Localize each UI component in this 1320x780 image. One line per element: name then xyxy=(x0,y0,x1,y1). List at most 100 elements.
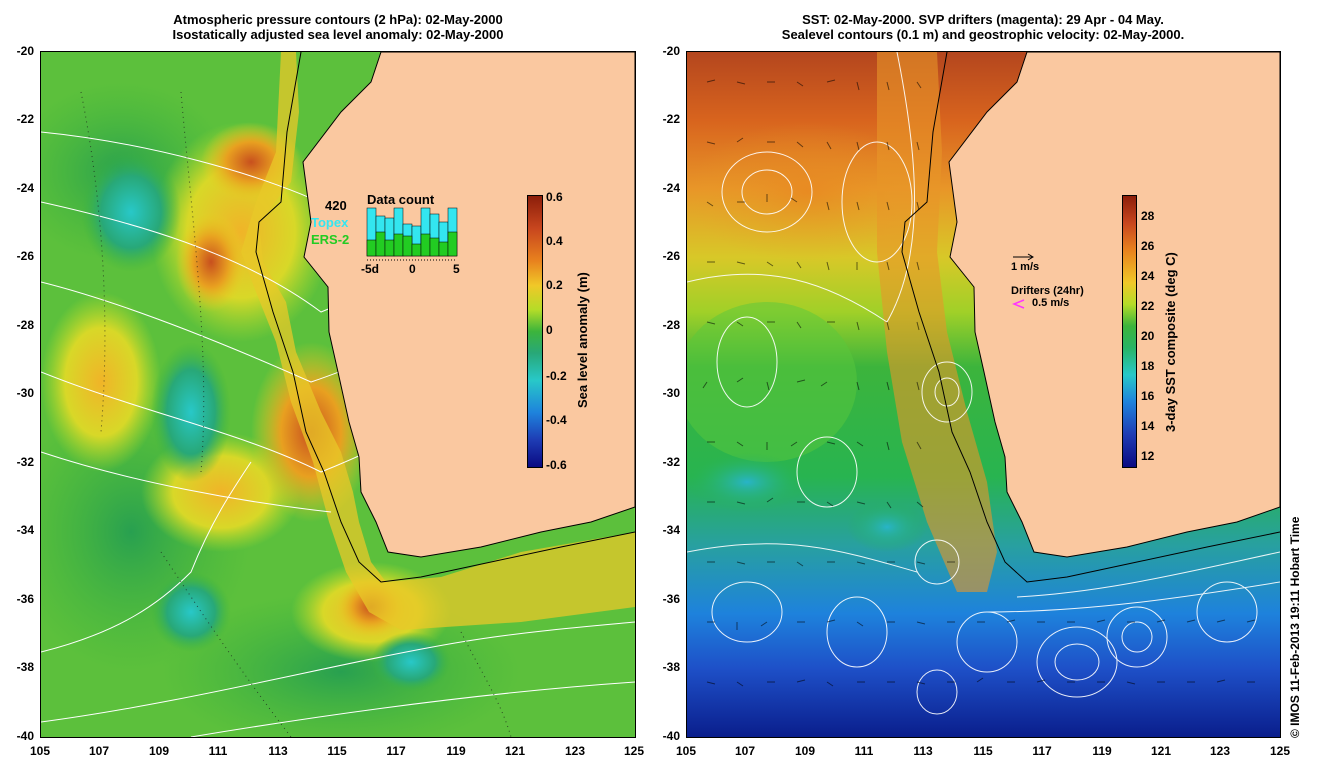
drifter-scale-label: 0.5 m/s xyxy=(1032,297,1070,309)
left-lat-tick: -34 xyxy=(16,523,34,537)
coastal-warm-band xyxy=(241,52,635,630)
right-lon-tick: 115 xyxy=(973,744,993,758)
right-title: SST: 02-May-2000. SVP drifters (magenta)… xyxy=(686,12,1280,42)
left-lon-tick: 109 xyxy=(148,744,170,758)
australia-land xyxy=(302,52,635,558)
left-lat-tick: -24 xyxy=(16,181,34,195)
right-lon-tick: 125 xyxy=(1269,744,1291,758)
left-lon-tick: 125 xyxy=(623,744,645,758)
right-cb-tick-2: 24 xyxy=(1141,269,1155,283)
shelf-contour xyxy=(901,52,1280,583)
blob xyxy=(151,572,231,652)
imos-credit: © IMOS 11-Feb-2013 19:11 Hobart Time xyxy=(1288,516,1302,738)
left-lat-tick: -40 xyxy=(16,729,34,743)
left-lon-tick: 105 xyxy=(29,744,51,758)
right-lat-tick: -40 xyxy=(662,729,680,743)
right-cb-tick-6: 16 xyxy=(1141,389,1155,403)
left-lat-tick: -32 xyxy=(16,455,34,469)
right-lat-tick: -26 xyxy=(662,249,680,263)
left-cb-tick-6: -0.6 xyxy=(546,458,567,472)
left-cb-tick-2: 0.2 xyxy=(546,278,563,292)
velocity-scale-arrowhead xyxy=(1027,253,1034,261)
right-cb-tick-1: 26 xyxy=(1141,239,1155,253)
left-lon-tick: 113 xyxy=(268,744,288,758)
right-lat-tick: -32 xyxy=(662,455,680,469)
blob xyxy=(371,632,451,692)
inset-count: 420 xyxy=(325,198,347,213)
dotted-contours xyxy=(80,91,512,737)
right-lat-tick: -24 xyxy=(662,181,680,195)
right-cb-tick-4: 20 xyxy=(1141,329,1155,343)
left-lat-tick: -38 xyxy=(16,660,34,674)
left-lon-tick: 117 xyxy=(386,744,406,758)
right-title-line1: SST: 02-May-2000. SVP drifters (magenta)… xyxy=(802,12,1164,27)
right-colorbar-label: 3-day SST composite (deg C) xyxy=(1163,252,1178,432)
blob xyxy=(151,342,231,482)
inset-tick-start: -5d xyxy=(361,262,379,276)
drifter-scale-arrow xyxy=(1011,299,1025,309)
right-lat-tick: -36 xyxy=(662,592,680,606)
right-lat-tick: -34 xyxy=(662,523,680,537)
right-lon-tick: 107 xyxy=(734,744,756,758)
right-lon-tick: 109 xyxy=(794,744,816,758)
right-lon-tick: 117 xyxy=(1032,744,1052,758)
right-lon-tick: 113 xyxy=(913,744,933,758)
inset-heading: Data count xyxy=(367,192,435,207)
right-colorbar xyxy=(1122,195,1137,468)
right-lat-tick: -28 xyxy=(662,318,680,332)
blob xyxy=(41,292,161,472)
left-lon-tick: 115 xyxy=(327,744,347,758)
left-title: Atmospheric pressure contours (2 hPa): 0… xyxy=(40,12,636,42)
right-cb-tick-8: 12 xyxy=(1141,449,1155,463)
left-map-svg xyxy=(41,52,635,737)
left-lat-tick: -36 xyxy=(16,592,34,606)
right-cb-tick-7: 14 xyxy=(1141,419,1155,433)
left-lon-tick: 111 xyxy=(208,744,228,758)
right-cb-tick-0: 28 xyxy=(1141,209,1155,223)
shelf-contour xyxy=(255,52,635,583)
left-map-panel: 420 Data count Topex ERS-2 -5d 0 5 xyxy=(40,51,636,738)
left-lat-tick: -28 xyxy=(16,318,34,332)
geostrophic-velocity-vectors xyxy=(702,79,1256,687)
left-lon-tick: 119 xyxy=(446,744,466,758)
australia-land xyxy=(948,52,1280,558)
left-colorbar-label: Sea level anomaly (m) xyxy=(575,272,590,408)
right-lat-tick: -20 xyxy=(662,44,680,58)
right-cb-tick-5: 18 xyxy=(1141,359,1155,373)
left-cb-tick-5: -0.4 xyxy=(546,413,567,427)
right-map-panel: 1 m/s Drifters (24hr) 0.5 m/s xyxy=(686,51,1281,738)
left-lon-tick: 107 xyxy=(88,744,110,758)
velocity-scale-label: 1 m/s xyxy=(1011,261,1040,273)
right-cb-tick-3: 22 xyxy=(1141,299,1155,313)
blob xyxy=(687,302,857,462)
right-lat-tick: -38 xyxy=(662,660,680,674)
right-lon-tick: 105 xyxy=(675,744,697,758)
right-lon-tick: 119 xyxy=(1092,744,1112,758)
blob xyxy=(847,502,927,552)
left-lat-tick: -22 xyxy=(16,112,34,126)
ers-bars xyxy=(366,231,458,257)
right-lat-tick: -22 xyxy=(662,112,680,126)
right-title-line2: Sealevel contours (0.1 m) and geostrophi… xyxy=(781,27,1185,42)
left-lat-tick: -20 xyxy=(16,44,34,58)
right-map-svg xyxy=(687,52,1280,737)
left-lat-tick: -26 xyxy=(16,249,34,263)
left-lon-tick: 123 xyxy=(564,744,586,758)
left-colorbar xyxy=(527,195,543,468)
left-cb-tick-3: 0 xyxy=(546,323,553,337)
left-cb-tick-1: 0.4 xyxy=(546,234,563,248)
right-lon-tick: 121 xyxy=(1150,744,1172,758)
left-title-line2: Isostatically adjusted sea level anomaly… xyxy=(172,27,504,42)
blob xyxy=(687,122,927,262)
left-title-line1: Atmospheric pressure contours (2 hPa): 0… xyxy=(173,12,503,27)
blob xyxy=(176,212,246,312)
right-lat-tick: -30 xyxy=(662,386,680,400)
left-lon-tick: 121 xyxy=(504,744,526,758)
right-lon-tick: 123 xyxy=(1209,744,1231,758)
left-cb-tick-4: -0.2 xyxy=(546,369,567,383)
inset-tick-end: 5 xyxy=(453,262,460,276)
left-cb-tick-0: 0.6 xyxy=(546,190,563,204)
inset-histogram xyxy=(366,207,458,261)
inset-topex-label: Topex xyxy=(311,215,349,230)
inset-ers-label: ERS-2 xyxy=(311,232,350,247)
